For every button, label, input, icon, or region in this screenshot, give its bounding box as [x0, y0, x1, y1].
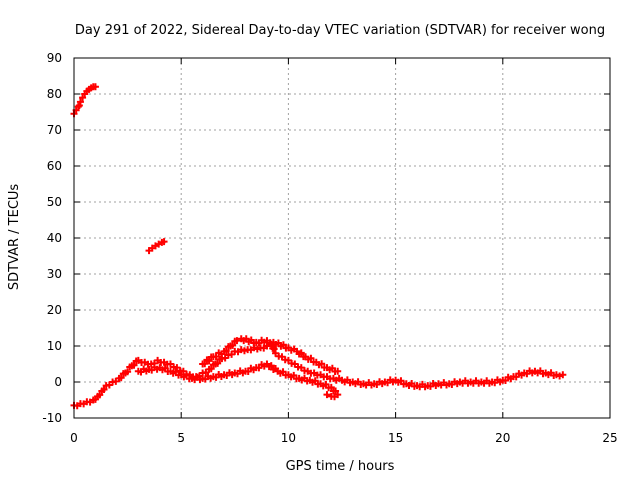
y-tick-label: 90 [47, 51, 62, 65]
data-point [307, 354, 315, 362]
data-point [323, 391, 331, 399]
x-tick-label: 10 [281, 431, 296, 445]
data-point [559, 371, 567, 379]
data-point [327, 383, 335, 391]
data-point [332, 387, 340, 395]
data-point [74, 103, 82, 111]
data-points [70, 83, 567, 410]
y-tick-label: -10 [42, 411, 62, 425]
data-point [229, 341, 237, 349]
data-point [124, 368, 132, 376]
chart-title: Day 291 of 2022, Sidereal Day-to-day VTE… [75, 23, 605, 38]
data-point [327, 392, 335, 400]
x-axis-label: GPS time / hours [286, 459, 395, 474]
data-point [75, 101, 83, 109]
data-point [100, 386, 108, 393]
x-tick-label: 20 [495, 431, 510, 445]
data-point [214, 359, 222, 367]
y-tick-label: 40 [47, 231, 62, 245]
data-point [79, 94, 87, 102]
x-tick-label: 25 [602, 431, 617, 445]
y-axis-label: SDTVAR / TECUs [7, 184, 22, 291]
x-tick-label: 0 [70, 431, 78, 445]
data-point [117, 374, 125, 382]
y-tick-label: 70 [47, 123, 62, 137]
y-tick-label: 80 [47, 87, 62, 101]
x-tick-label: 15 [388, 431, 403, 445]
y-tick-label: 30 [47, 267, 62, 281]
data-point [334, 367, 342, 375]
axis-ticks: 0 5 10 15 20 25 -10 0 10 20 30 40 50 60 70 80 90 [42, 51, 617, 445]
data-point [270, 345, 278, 353]
data-point [201, 360, 209, 368]
y-tick-label: 60 [47, 159, 62, 173]
data-point [76, 98, 84, 106]
y-tick-label: 20 [47, 303, 62, 317]
grid-lines [74, 58, 610, 418]
data-point [160, 238, 168, 246]
data-point [267, 362, 275, 370]
data-point [297, 349, 305, 357]
data-point [205, 357, 213, 365]
data-point [233, 337, 241, 345]
data-point [96, 391, 104, 399]
y-tick-label: 0 [54, 375, 62, 389]
data-point [91, 83, 99, 91]
y-tick-label: 10 [47, 339, 62, 353]
plot-frame [73, 57, 611, 419]
data-point [222, 347, 230, 355]
data-point [318, 360, 326, 368]
data-point [212, 353, 220, 361]
data-point [130, 361, 138, 369]
x-tick-label: 5 [177, 431, 185, 445]
data-point [207, 365, 215, 373]
y-tick-label: 50 [47, 195, 62, 209]
